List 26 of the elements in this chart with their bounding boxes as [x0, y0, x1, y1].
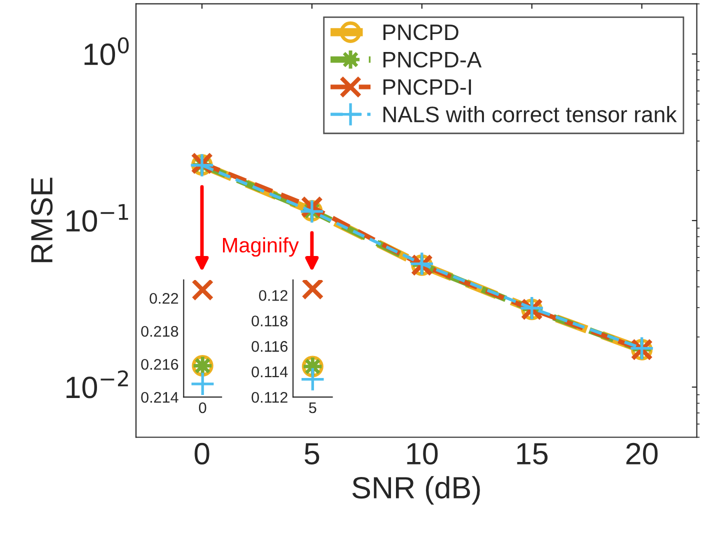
- x-tick-label: 5: [309, 402, 316, 414]
- legend-label: PNCPD-I: [383, 79, 471, 95]
- y-tick-label: 0.116: [252, 341, 288, 352]
- x-tick-label: 0: [198, 402, 206, 414]
- x-tick-label: 5: [304, 443, 320, 465]
- x-tick-label: 10: [407, 442, 438, 465]
- y-tick-label: 0.218: [141, 326, 178, 337]
- y-tick-label: 0.12: [259, 290, 288, 301]
- y-tick-label: 0.118: [252, 316, 288, 326]
- y-tick-label: 0.22: [150, 292, 178, 304]
- legend-label: PNCPD-A: [383, 52, 482, 68]
- x-axis-title: SNR (dB): [352, 476, 480, 505]
- y-tick-label: 10$^{−2}$: [66, 370, 128, 398]
- y-tick-label: 0.216: [141, 358, 178, 370]
- annotation: Maginify: [222, 237, 299, 257]
- legend-label: PNCPD: [383, 24, 458, 40]
- legend-label: NALS with correct tensor rank: [383, 106, 677, 122]
- y-tick-label: 10$^{0}$: [84, 37, 129, 66]
- y-tick-label: 0.114: [252, 366, 288, 378]
- y-tick-label: 10$^{−1}$: [66, 204, 128, 232]
- y-tick-label: 0.112: [252, 392, 288, 403]
- x-tick-label: 0: [194, 442, 210, 465]
- x-tick-label: 15: [517, 443, 548, 465]
- y-axis-title: RMSE: [30, 178, 53, 262]
- y-tick-label: 0.214: [141, 392, 178, 403]
- x-tick-label: 20: [626, 442, 658, 465]
